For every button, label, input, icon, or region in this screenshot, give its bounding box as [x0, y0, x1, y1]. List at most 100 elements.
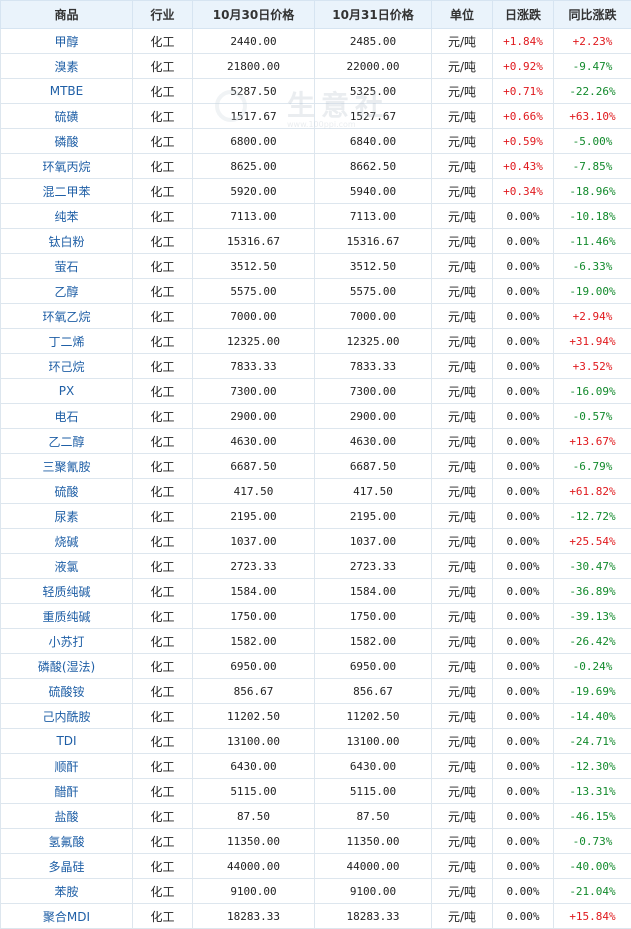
table-row: TDI 化工 13100.00 13100.00 元/吨 0.00% -24.71%: [0, 728, 631, 754]
industry-cell: 化工: [132, 803, 193, 829]
unit-cell: 元/吨: [431, 328, 493, 354]
product-name-link[interactable]: 混二甲苯: [0, 178, 133, 204]
product-name-link[interactable]: 环己烷: [0, 353, 133, 379]
product-name-link[interactable]: 电石: [0, 403, 133, 429]
table-row: 丁二烯 化工 12325.00 12325.00 元/吨 0.00% +31.94%: [0, 328, 631, 354]
daily-change-cell: 0.00%: [492, 478, 554, 504]
product-name-link[interactable]: 尿素: [0, 503, 133, 529]
price-oct31-cell: 7833.33: [314, 353, 432, 379]
product-name-link[interactable]: 磷酸: [0, 128, 133, 154]
yoy-change-cell: -46.15%: [553, 803, 631, 829]
product-name-link[interactable]: 硫酸铵: [0, 678, 133, 704]
product-name-link[interactable]: TDI: [0, 728, 133, 754]
product-name-link[interactable]: 环氧乙烷: [0, 303, 133, 329]
product-name-link[interactable]: 甲醇: [0, 28, 133, 54]
product-name-link[interactable]: 萤石: [0, 253, 133, 279]
table-row: 聚合MDI 化工 18283.33 18283.33 元/吨 0.00% +15.84%: [0, 903, 631, 929]
industry-cell: 化工: [132, 453, 193, 479]
industry-cell: 化工: [132, 478, 193, 504]
price-oct30-cell: 6430.00: [192, 753, 315, 779]
product-name-link[interactable]: 盐酸: [0, 803, 133, 829]
product-name-link[interactable]: 溴素: [0, 53, 133, 79]
product-name-link[interactable]: 钛白粉: [0, 228, 133, 254]
yoy-change-cell: -10.18%: [553, 203, 631, 229]
product-name-link[interactable]: 三聚氰胺: [0, 453, 133, 479]
industry-cell: 化工: [132, 428, 193, 454]
table-row: 苯胺 化工 9100.00 9100.00 元/吨 0.00% -21.04%: [0, 878, 631, 904]
product-name-link[interactable]: 醋酐: [0, 778, 133, 804]
price-oct31-cell: 2723.33: [314, 553, 432, 579]
product-name-link[interactable]: 顺酐: [0, 753, 133, 779]
price-oct31-cell: 1582.00: [314, 628, 432, 654]
daily-change-cell: 0.00%: [492, 903, 554, 929]
product-name-link[interactable]: 硫磺: [0, 103, 133, 129]
table-row: 醋酐 化工 5115.00 5115.00 元/吨 0.00% -13.31%: [0, 778, 631, 804]
table-row: 环己烷 化工 7833.33 7833.33 元/吨 0.00% +3.52%: [0, 353, 631, 379]
industry-cell: 化工: [132, 678, 193, 704]
daily-change-cell: 0.00%: [492, 828, 554, 854]
table-row: 己内酰胺 化工 11202.50 11202.50 元/吨 0.00% -14.40%: [0, 703, 631, 729]
price-oct31-cell: 2195.00: [314, 503, 432, 529]
daily-change-cell: 0.00%: [492, 453, 554, 479]
unit-cell: 元/吨: [431, 628, 493, 654]
yoy-change-cell: -26.42%: [553, 628, 631, 654]
product-name-link[interactable]: 轻质纯碱: [0, 578, 133, 604]
table-row: 烧碱 化工 1037.00 1037.00 元/吨 0.00% +25.54%: [0, 528, 631, 554]
table-row: 环氧乙烷 化工 7000.00 7000.00 元/吨 0.00% +2.94%: [0, 303, 631, 329]
price-oct30-cell: 13100.00: [192, 728, 315, 754]
product-name-link[interactable]: 乙醇: [0, 278, 133, 304]
product-name-link[interactable]: 苯胺: [0, 878, 133, 904]
price-oct31-cell: 1037.00: [314, 528, 432, 554]
product-name-link[interactable]: 纯苯: [0, 203, 133, 229]
header-unit: 单位: [431, 0, 493, 29]
unit-cell: 元/吨: [431, 453, 493, 479]
price-oct30-cell: 4630.00: [192, 428, 315, 454]
yoy-change-cell: -24.71%: [553, 728, 631, 754]
unit-cell: 元/吨: [431, 478, 493, 504]
product-name-link[interactable]: PX: [0, 378, 133, 404]
unit-cell: 元/吨: [431, 253, 493, 279]
industry-cell: 化工: [132, 703, 193, 729]
yoy-change-cell: +25.54%: [553, 528, 631, 554]
daily-change-cell: +0.43%: [492, 153, 554, 179]
price-oct31-cell: 1750.00: [314, 603, 432, 629]
unit-cell: 元/吨: [431, 803, 493, 829]
unit-cell: 元/吨: [431, 103, 493, 129]
price-oct31-cell: 12325.00: [314, 328, 432, 354]
table-row: 液氯 化工 2723.33 2723.33 元/吨 0.00% -30.47%: [0, 553, 631, 579]
product-name-link[interactable]: 磷酸(湿法): [0, 653, 133, 679]
product-name-link[interactable]: 液氯: [0, 553, 133, 579]
industry-cell: 化工: [132, 303, 193, 329]
table-row: 尿素 化工 2195.00 2195.00 元/吨 0.00% -12.72%: [0, 503, 631, 529]
unit-cell: 元/吨: [431, 753, 493, 779]
price-oct30-cell: 21800.00: [192, 53, 315, 79]
yoy-change-cell: -12.72%: [553, 503, 631, 529]
price-oct30-cell: 15316.67: [192, 228, 315, 254]
price-oct30-cell: 7833.33: [192, 353, 315, 379]
table-row: 钛白粉 化工 15316.67 15316.67 元/吨 0.00% -11.46%: [0, 228, 631, 254]
product-name-link[interactable]: 小苏打: [0, 628, 133, 654]
product-name-link[interactable]: 重质纯碱: [0, 603, 133, 629]
price-oct30-cell: 6800.00: [192, 128, 315, 154]
daily-change-cell: 0.00%: [492, 628, 554, 654]
price-oct30-cell: 18283.33: [192, 903, 315, 929]
product-name-link[interactable]: 多晶硅: [0, 853, 133, 879]
product-name-link[interactable]: 硫酸: [0, 478, 133, 504]
price-oct31-cell: 1584.00: [314, 578, 432, 604]
header-price-oct30: 10月30日价格: [192, 0, 315, 29]
product-name-link[interactable]: 烧碱: [0, 528, 133, 554]
price-oct30-cell: 2440.00: [192, 28, 315, 54]
product-name-link[interactable]: 丁二烯: [0, 328, 133, 354]
product-name-link[interactable]: MTBE: [0, 78, 133, 104]
daily-change-cell: 0.00%: [492, 503, 554, 529]
product-name-link[interactable]: 己内酰胺: [0, 703, 133, 729]
price-oct30-cell: 87.50: [192, 803, 315, 829]
product-name-link[interactable]: 环氧丙烷: [0, 153, 133, 179]
table-row: 乙醇 化工 5575.00 5575.00 元/吨 0.00% -19.00%: [0, 278, 631, 304]
product-name-link[interactable]: 氢氟酸: [0, 828, 133, 854]
product-name-link[interactable]: 聚合MDI: [0, 903, 133, 929]
price-oct31-cell: 6430.00: [314, 753, 432, 779]
unit-cell: 元/吨: [431, 553, 493, 579]
price-oct30-cell: 11350.00: [192, 828, 315, 854]
product-name-link[interactable]: 乙二醇: [0, 428, 133, 454]
